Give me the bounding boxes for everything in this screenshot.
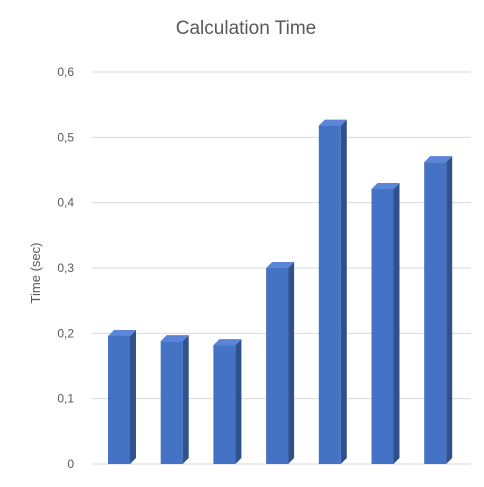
y-axis-label: Time (sec): [28, 243, 43, 304]
bar-side: [393, 182, 400, 465]
bar-top: [213, 339, 242, 346]
y-tick-label: 0,6: [57, 65, 74, 79]
bar-front: [424, 162, 447, 464]
bars: [108, 119, 453, 465]
bar-top: [160, 335, 189, 342]
bar: [213, 339, 242, 464]
bar: [108, 329, 136, 464]
bar: [266, 262, 295, 464]
bar: [160, 335, 189, 464]
bar-side: [288, 262, 295, 464]
bar-side: [130, 329, 136, 464]
bar-side: [235, 339, 242, 464]
bar-side: [446, 156, 453, 464]
y-tick-labels: 0 0,1 0,2 0,3 0,4 0,5 0,6: [57, 65, 74, 471]
y-tick-label: 0: [67, 457, 74, 471]
y-tick-label: 0,4: [57, 196, 74, 210]
y-tick-label: 0,1: [57, 392, 74, 406]
bar-side: [182, 335, 189, 464]
bar-top: [371, 182, 400, 189]
bar-top: [108, 329, 136, 336]
bar-front: [266, 268, 289, 464]
bar: [371, 182, 400, 465]
chart-title: Calculation Time: [176, 18, 316, 39]
y-tick-label: 0,2: [57, 326, 74, 340]
bar-front: [108, 335, 130, 464]
bar-front: [160, 341, 183, 464]
y-tick-label: 0,3: [57, 261, 74, 275]
bar: [318, 119, 347, 464]
bar-top: [318, 119, 347, 126]
bar-top: [266, 262, 295, 268]
bar: [424, 156, 453, 464]
bar-front: [371, 188, 394, 465]
y-tick-label: 0,5: [57, 130, 74, 144]
bar-top: [424, 156, 453, 163]
bar-front: [318, 125, 341, 464]
bar-front: [213, 345, 236, 464]
bar-side: [340, 119, 347, 464]
